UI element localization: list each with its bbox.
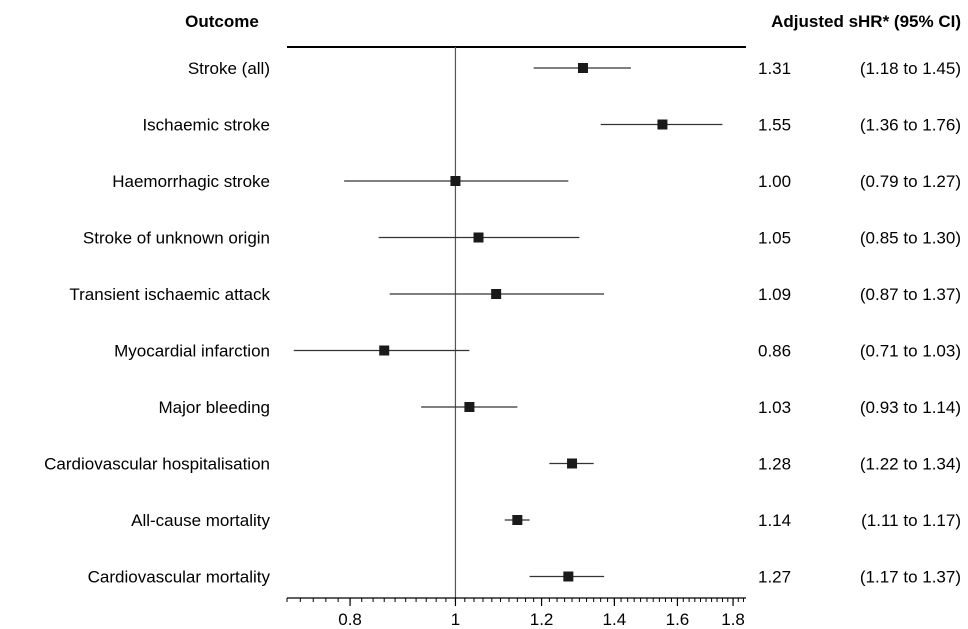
estimate-value: 0.86 [758, 342, 791, 361]
point-estimate-marker [567, 458, 578, 469]
x-tick-label: 1.6 [666, 610, 690, 629]
forest-row: Ischaemic stroke 1.55 (1.36 to 1.76) [142, 116, 961, 135]
estimate-value: 1.31 [758, 59, 791, 78]
row-label: Major bleeding [158, 398, 270, 417]
x-tick-label: 1.2 [530, 610, 554, 629]
point-estimate-marker [512, 515, 523, 525]
point-estimate-marker [577, 63, 588, 73]
forest-row: Myocardial infarction 0.86 (0.71 to 1.03) [114, 342, 961, 361]
row-label: Ischaemic stroke [142, 116, 270, 135]
estimate-value: 1.28 [758, 455, 791, 474]
x-tick-label: 1.4 [603, 610, 627, 629]
x-tick-label: 1.8 [721, 610, 745, 629]
estimate-value: 1.03 [758, 398, 791, 417]
estimate-value: 1.05 [758, 229, 791, 248]
ci-value: (1.22 to 1.34) [860, 455, 961, 474]
point-estimate-marker [464, 402, 475, 412]
ci-value: (0.87 to 1.37) [860, 285, 961, 304]
point-estimate-marker [657, 119, 668, 130]
row-label: Cardiovascular hospitalisation [44, 455, 270, 474]
ci-value: (1.18 to 1.45) [860, 59, 961, 78]
point-estimate-marker [473, 232, 484, 243]
forest-row: Cardiovascular mortality 1.27 (1.17 to 1.3… [88, 568, 961, 587]
ci-value: (1.17 to 1.37) [860, 568, 961, 587]
x-tick-label: 1 [451, 610, 460, 629]
estimate-header: Adjusted sHR* (95% CI) [771, 12, 961, 31]
x-tick-label: 0.8 [338, 610, 362, 629]
forest-row: All-cause mortality 1.14 (1.11 to 1.17) [131, 511, 961, 530]
forest-row: Haemorrhagic stroke 1.00 (0.79 to 1.27) [112, 172, 961, 191]
ci-value: (1.11 to 1.17) [861, 511, 961, 530]
forest-row: Stroke of unknown origin 1.05 (0.85 to 1.3… [83, 229, 961, 248]
ci-value: (0.93 to 1.14) [860, 398, 961, 417]
row-label: Cardiovascular mortality [88, 568, 271, 587]
estimate-value: 1.14 [758, 511, 791, 530]
row-label: Transient ischaemic attack [69, 285, 270, 304]
estimate-value: 1.27 [758, 568, 791, 587]
forest-row: Stroke (all) 1.31 (1.18 to 1.45) [188, 59, 961, 78]
outcome-header: Outcome [185, 12, 259, 31]
ci-value: (0.71 to 1.03) [860, 342, 961, 361]
row-label: Stroke of unknown origin [83, 229, 270, 248]
forest-row: Transient ischaemic attack 1.09 (0.87 to 1… [69, 285, 961, 304]
ci-value: (0.79 to 1.27) [860, 172, 961, 191]
point-estimate-marker [563, 571, 574, 582]
estimate-value: 1.09 [758, 285, 791, 304]
row-label: Haemorrhagic stroke [112, 172, 270, 191]
forest-row: Cardiovascular hospitalisation 1.28 (1.22 … [44, 455, 961, 474]
ci-value: (1.36 to 1.76) [860, 116, 961, 135]
point-estimate-marker [379, 345, 390, 356]
row-label: Stroke (all) [188, 59, 270, 78]
row-label: Myocardial infarction [114, 342, 270, 361]
forest-row: Major bleeding 1.03 (0.93 to 1.14) [158, 398, 961, 417]
row-label: All-cause mortality [131, 511, 270, 530]
point-estimate-marker [450, 176, 461, 186]
point-estimate-marker [491, 289, 502, 299]
estimate-value: 1.00 [758, 172, 791, 191]
ci-value: (0.85 to 1.30) [860, 229, 961, 248]
estimate-value: 1.55 [758, 116, 791, 135]
